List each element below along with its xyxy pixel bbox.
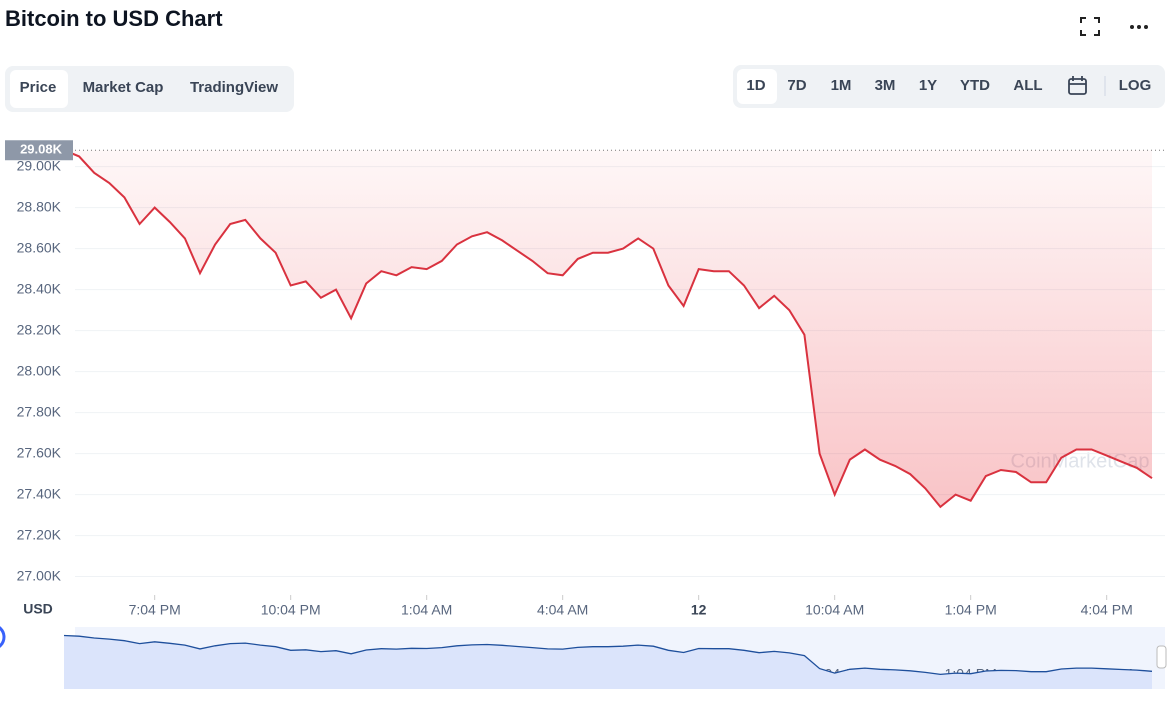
x-tick-label: 4:04 AM — [537, 602, 588, 618]
x-tick-label: 12 — [691, 602, 707, 618]
y-tick-label: 28.00K — [17, 362, 62, 378]
log-button[interactable]: LOG — [1119, 77, 1152, 94]
range-button[interactable]: 7D — [787, 77, 806, 94]
y-tick-label: 29.00K — [17, 157, 62, 173]
expand-icon[interactable] — [1080, 17, 1100, 36]
x-tick-label: 10:04 AM — [805, 602, 864, 618]
y-tick-label: 27.40K — [17, 485, 62, 501]
current-label: 29.08K — [20, 142, 63, 157]
navigator-line — [63, 634, 1153, 676]
y-tick-label: 28.20K — [17, 321, 62, 337]
range-button[interactable]: YTD — [960, 77, 990, 94]
tab[interactable]: TradingView — [190, 79, 278, 96]
calendar-icon[interactable] — [1068, 76, 1087, 95]
x-tick-label: 1:04 PM — [945, 602, 997, 618]
range-button[interactable]: ALL — [1013, 77, 1042, 94]
y-tick-label: 28.80K — [17, 198, 62, 214]
title: Bitcoin to USD Chart — [5, 6, 223, 31]
range-button[interactable]: 1D — [746, 77, 765, 94]
tab[interactable]: Market Cap — [83, 79, 164, 96]
more-icon[interactable] — [1130, 25, 1148, 29]
navigator-area — [64, 635, 1152, 689]
y-tick-label: 28.40K — [17, 280, 62, 296]
tab[interactable]: Price — [20, 79, 57, 96]
x-tick-label: 4:04 PM — [1081, 602, 1133, 618]
price-line — [63, 149, 1153, 509]
current-label-bg — [5, 140, 73, 161]
x-tick-label: 10:04 PM — [261, 602, 321, 618]
side-indicator — [0, 626, 6, 648]
y-axis-label: USD — [23, 601, 53, 617]
y-tick-label: 27.00K — [17, 567, 62, 583]
y-tick-label: 27.20K — [17, 526, 62, 542]
navigator-handle[interactable] — [1156, 645, 1167, 669]
range-button[interactable]: 3M — [875, 77, 896, 94]
tab-group — [5, 66, 294, 112]
x-tick-label: 7:04 PM — [129, 602, 181, 618]
range-button[interactable]: 1M — [831, 77, 852, 94]
range-group — [733, 65, 1165, 108]
x-tick-label: 1:04 AM — [401, 602, 452, 618]
tab-selected — [10, 70, 68, 108]
area-fill — [64, 150, 1152, 507]
y-tick-label: 27.80K — [17, 403, 62, 419]
range-selected — [737, 69, 777, 104]
y-tick-label: 28.60K — [17, 239, 62, 255]
y-tick-label: 27.60K — [17, 444, 62, 460]
range-button[interactable]: 1Y — [919, 77, 937, 94]
